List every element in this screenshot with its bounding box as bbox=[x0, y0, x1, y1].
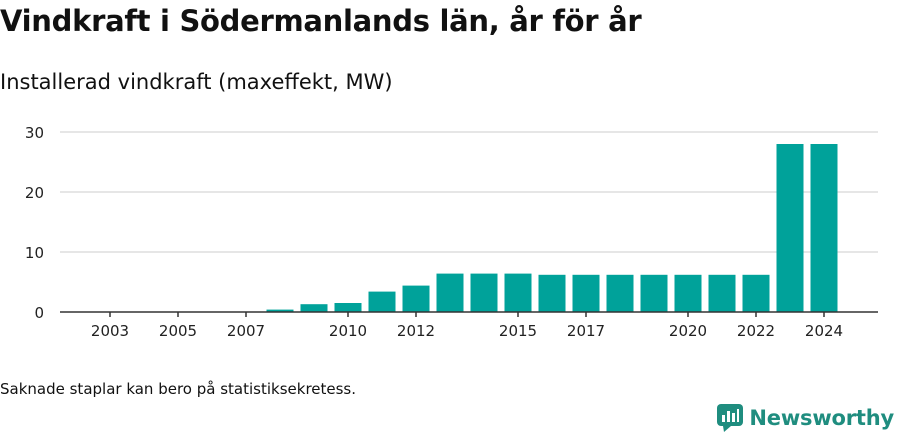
bars bbox=[266, 144, 838, 312]
grid-lines bbox=[60, 131, 878, 253]
x-tick-label: 2015 bbox=[499, 322, 537, 340]
bar-2012 bbox=[402, 285, 430, 312]
bar-2021 bbox=[708, 274, 736, 312]
chart-title: Vindkraft i Södermanlands län, år för år bbox=[0, 4, 642, 38]
bar-2016 bbox=[538, 274, 566, 312]
x-tick-label: 2005 bbox=[159, 322, 197, 340]
y-tick-label: 10 bbox=[25, 244, 44, 262]
bar-2022 bbox=[742, 274, 770, 312]
bar-2009 bbox=[300, 304, 328, 312]
y-tick-label: 30 bbox=[25, 124, 44, 142]
bar-2010 bbox=[334, 303, 362, 312]
bar-2014 bbox=[470, 273, 498, 312]
x-tick-label: 2024 bbox=[805, 322, 843, 340]
bar-2017 bbox=[572, 274, 600, 312]
footnote: Saknade staplar kan bero på statistiksek… bbox=[0, 380, 357, 398]
axes bbox=[60, 311, 878, 317]
y-tick-label: 0 bbox=[34, 304, 44, 322]
brand-logo[interactable]: Newsworthy bbox=[717, 404, 894, 432]
bar-2015 bbox=[504, 273, 532, 312]
bar-2024 bbox=[810, 144, 838, 312]
bar-2019 bbox=[640, 274, 668, 312]
bar-2018 bbox=[606, 274, 634, 312]
x-tick-label: 2010 bbox=[329, 322, 367, 340]
x-tick-label: 2020 bbox=[669, 322, 707, 340]
bar-2011 bbox=[368, 291, 396, 312]
tick-labels: 0 10 20 30 2003 2005 2007 2010 2012 2015 2017 2020 2… bbox=[25, 124, 843, 340]
x-tick-label: 2017 bbox=[567, 322, 605, 340]
y-tick-label: 20 bbox=[25, 184, 44, 202]
x-tick-label: 2012 bbox=[397, 322, 435, 340]
brand-name: Newsworthy bbox=[749, 406, 894, 430]
bar-2023 bbox=[776, 144, 804, 312]
bar-2020 bbox=[674, 274, 702, 312]
x-tick-label: 2003 bbox=[91, 322, 129, 340]
x-tick-label: 2022 bbox=[737, 322, 775, 340]
bar-2008 bbox=[266, 309, 294, 312]
chart-subtitle: Installerad vindkraft (maxeffekt, MW) bbox=[0, 70, 393, 94]
bar-2013 bbox=[436, 273, 464, 312]
bar-chart: 0 10 20 30 2003 2005 2007 2010 2012 2015 2017 2020 2… bbox=[25, 124, 878, 340]
x-tick-label: 2007 bbox=[227, 322, 265, 340]
newsworthy-logo-icon bbox=[717, 404, 744, 432]
